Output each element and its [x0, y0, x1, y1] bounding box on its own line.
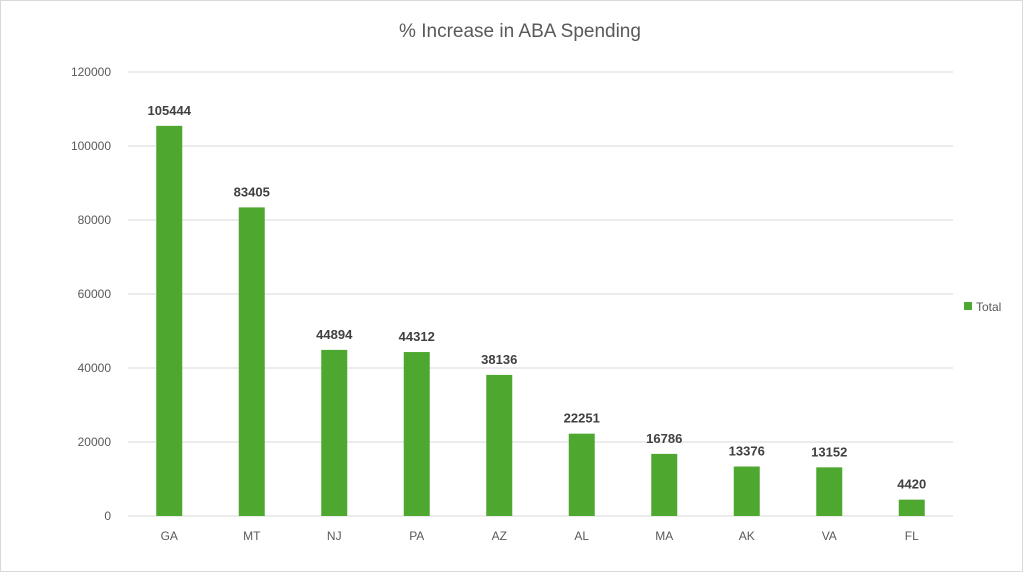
y-tick-label: 100000 — [71, 139, 111, 153]
y-tick-label: 40000 — [78, 361, 112, 375]
y-tick-label: 0 — [104, 509, 111, 523]
chart-title: % Increase in ABA Spending — [399, 21, 641, 42]
gridlines — [128, 71, 953, 517]
y-axis-tick-labels: 0 20000 40000 60000 80000 100000 120000 — [71, 65, 111, 523]
data-label-ga: 105444 — [148, 103, 192, 118]
x-tick-label-fl: FL — [905, 529, 919, 543]
bar-fl — [898, 499, 925, 516]
legend: Total — [964, 300, 1001, 314]
data-labels: 105444 83405 44894 44312 38136 22251 16786 1337… — [148, 103, 927, 492]
bar-az — [486, 374, 513, 516]
data-label-ma: 16786 — [646, 431, 682, 446]
x-tick-label-ga: GA — [161, 529, 178, 543]
bar-ga — [156, 125, 183, 516]
x-tick-label-mt: MT — [243, 529, 261, 543]
x-tick-label-nj: NJ — [327, 529, 342, 543]
data-label-fl: 4420 — [897, 477, 926, 492]
data-label-az: 38136 — [481, 352, 517, 367]
data-label-mt: 83405 — [234, 184, 270, 199]
bar-al — [568, 433, 595, 516]
x-tick-label-az: AZ — [492, 529, 507, 543]
data-label-al: 22251 — [564, 411, 600, 426]
y-tick-label: 60000 — [78, 287, 112, 301]
x-tick-label-ma: MA — [655, 529, 673, 543]
legend-label-total: Total — [976, 300, 1001, 314]
data-label-pa: 44312 — [399, 329, 435, 344]
x-tick-label-ak: AK — [739, 529, 755, 543]
data-label-nj: 44894 — [316, 327, 353, 342]
bar-mt — [238, 207, 265, 517]
x-tick-label-al: AL — [574, 529, 589, 543]
y-tick-label: 120000 — [71, 65, 111, 79]
y-tick-label: 80000 — [78, 213, 112, 227]
y-tick-label: 20000 — [78, 435, 112, 449]
x-tick-label-va: VA — [822, 529, 837, 543]
bar-nj — [321, 349, 348, 516]
data-label-ak: 13376 — [729, 444, 765, 459]
data-label-va: 13152 — [811, 444, 847, 459]
legend-swatch-total — [964, 302, 972, 310]
bar-ak — [733, 466, 760, 516]
bar-pa — [403, 352, 430, 516]
bar-va — [816, 467, 843, 516]
x-axis-tick-labels: GA MT NJ PA AZ AL MA AK VA FL — [161, 529, 919, 543]
x-tick-label-pa: PA — [409, 529, 424, 543]
bars — [156, 125, 925, 517]
bar-ma — [651, 453, 678, 516]
